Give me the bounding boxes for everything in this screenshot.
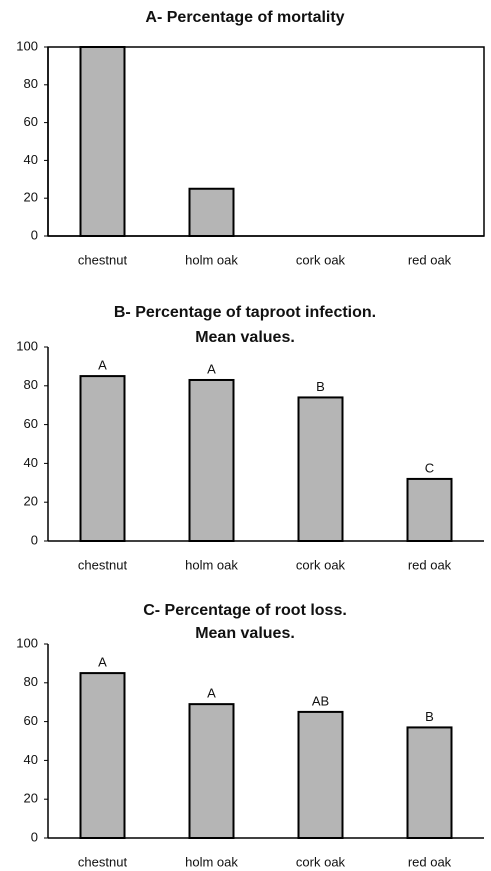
y-tick-label: 80 <box>24 377 38 392</box>
bar <box>297 396 344 542</box>
x-tick-label: cork oak <box>296 252 346 267</box>
y-tick-label: 20 <box>24 791 38 806</box>
bar <box>188 703 235 840</box>
x-tick-label: chestnut <box>78 557 128 572</box>
x-tick-label: holm oak <box>185 854 238 869</box>
y-tick-label: 40 <box>24 152 38 167</box>
x-tick-label: red oak <box>408 557 452 572</box>
value-label: B <box>425 709 434 724</box>
chart-title: B- Percentage of taproot infection. <box>114 304 376 321</box>
bar <box>188 378 235 543</box>
plot-frame <box>47 46 485 237</box>
x-tick-label: chestnut <box>78 252 128 267</box>
chart-title: C- Percentage of root loss. <box>143 602 347 619</box>
x-tick-label: red oak <box>408 854 452 869</box>
y-tick-label: 80 <box>24 76 38 91</box>
value-label: B <box>316 379 325 394</box>
y-tick-label: 40 <box>24 455 38 470</box>
value-label: A <box>207 361 216 376</box>
x-tick-label: red oak <box>408 252 452 267</box>
y-tick-label: 0 <box>31 532 38 547</box>
value-label: A <box>207 686 216 701</box>
y-tick-label: 80 <box>24 674 38 689</box>
bar <box>188 187 235 237</box>
x-tick-label: chestnut <box>78 854 128 869</box>
value-label: AB <box>312 693 329 708</box>
bar <box>406 726 453 839</box>
chart-subtitle: Mean values. <box>195 329 295 346</box>
y-tick-label: 60 <box>24 416 38 431</box>
x-tick-label: holm oak <box>185 557 238 572</box>
y-tick-label: 60 <box>24 114 38 129</box>
chart-title: A- Percentage of mortality <box>145 9 344 26</box>
y-tick-label: 0 <box>31 227 38 242</box>
y-tick-label: 20 <box>24 494 38 509</box>
x-tick-label: cork oak <box>296 557 346 572</box>
y-tick-label: 0 <box>31 829 38 844</box>
y-tick-label: 60 <box>24 713 38 728</box>
x-tick-label: cork oak <box>296 854 346 869</box>
value-label: A <box>98 655 107 670</box>
y-tick-label: 100 <box>16 38 38 53</box>
y-tick-label: 20 <box>24 190 38 205</box>
bar <box>406 477 453 543</box>
x-tick-label: holm oak <box>185 252 238 267</box>
bar <box>297 710 344 840</box>
value-label: C <box>425 460 434 475</box>
y-tick-label: 100 <box>16 635 38 650</box>
bar <box>79 375 126 542</box>
value-label: A <box>98 358 107 373</box>
chart-subtitle: Mean values. <box>195 625 295 642</box>
bar <box>79 672 126 839</box>
y-tick-label: 100 <box>16 338 38 353</box>
y-tick-label: 40 <box>24 752 38 767</box>
bar <box>79 46 126 237</box>
